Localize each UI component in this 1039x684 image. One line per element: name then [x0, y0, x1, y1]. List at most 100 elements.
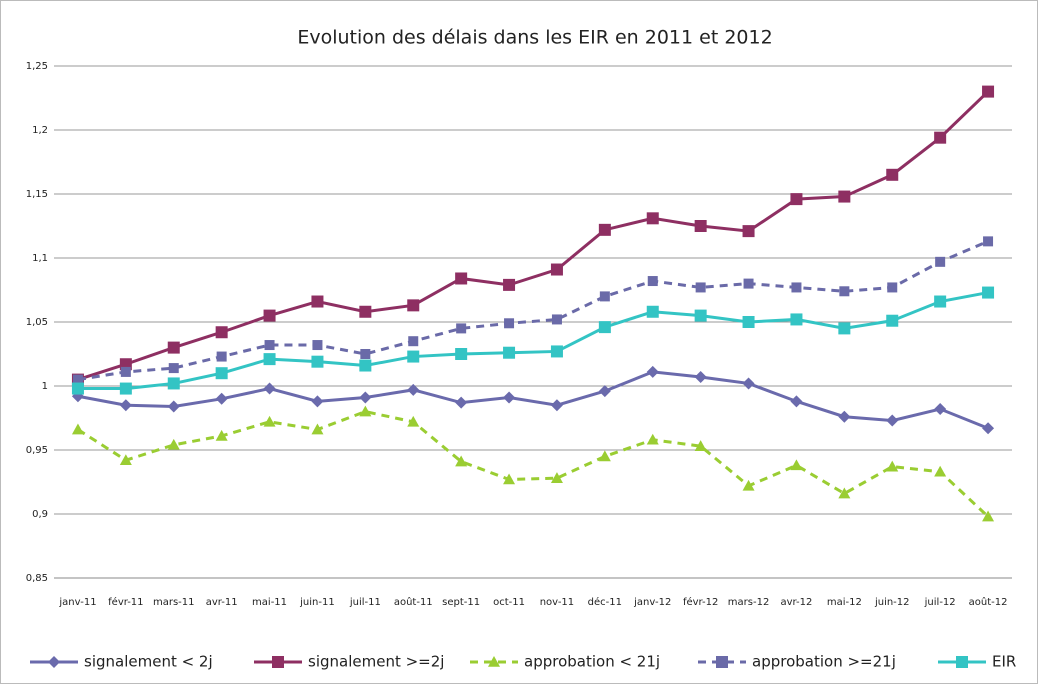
x-tick-label: août-11: [394, 596, 433, 608]
marker: [503, 346, 516, 359]
marker: [167, 377, 180, 390]
series-line: [77, 410, 990, 518]
marker: [790, 313, 803, 326]
marker: [119, 399, 132, 412]
marker: [407, 415, 420, 427]
marker: [359, 359, 372, 372]
x-tick-label: juin-12: [874, 597, 910, 608]
marker: [550, 399, 563, 412]
marker: [599, 291, 610, 302]
x-tick-label: sept-11: [442, 597, 480, 608]
marker: [503, 278, 516, 291]
x-tick-label: juil-12: [924, 597, 956, 608]
marker: [646, 305, 659, 318]
marker: [408, 336, 419, 347]
marker: [455, 272, 468, 285]
series-line: [77, 239, 989, 382]
marker: [215, 326, 228, 339]
series-line: [77, 90, 990, 382]
marker: [934, 403, 947, 416]
x-tick-label: avr-11: [206, 597, 238, 608]
marker: [694, 440, 707, 451]
marker: [934, 131, 947, 144]
x-tick-label: avr-12: [781, 597, 813, 608]
marker: [886, 414, 899, 427]
marker: [646, 365, 659, 378]
marker: [407, 383, 420, 396]
marker: [71, 423, 84, 435]
marker: [455, 455, 468, 467]
marker: [887, 282, 898, 293]
marker: [982, 286, 995, 299]
x-tick-label: déc-11: [588, 596, 622, 608]
legend-label: approbation >=21j: [752, 653, 896, 671]
marker: [119, 454, 132, 466]
marker: [716, 656, 728, 668]
marker: [790, 193, 803, 206]
marker: [934, 295, 947, 308]
marker: [647, 276, 658, 287]
marker: [886, 168, 899, 181]
x-tick-label: févr-12: [683, 596, 718, 608]
y-tick-label: 1,05: [26, 317, 48, 328]
marker: [550, 263, 563, 276]
marker: [455, 396, 468, 409]
marker: [48, 656, 60, 668]
marker: [886, 460, 899, 472]
marker: [503, 391, 516, 404]
x-tick-label: janv-11: [58, 597, 96, 608]
marker: [263, 353, 276, 366]
marker: [838, 190, 851, 203]
x-tick-label: juin-11: [299, 597, 335, 608]
marker: [742, 316, 755, 328]
x-tick-label: oct-11: [493, 597, 525, 608]
marker: [167, 400, 180, 413]
marker: [120, 366, 131, 377]
marker: [263, 309, 276, 322]
marker: [646, 433, 659, 445]
marker: [956, 656, 968, 668]
y-tick-label: 0,95: [26, 445, 48, 456]
marker: [982, 85, 995, 98]
marker: [359, 305, 372, 318]
marker: [742, 479, 755, 491]
marker: [488, 656, 500, 667]
series-line: [77, 291, 989, 391]
marker: [694, 220, 707, 232]
marker: [263, 382, 276, 395]
x-tick-label: août-12: [969, 596, 1008, 608]
marker: [982, 510, 995, 522]
x-tick-label: nov-11: [540, 597, 574, 608]
marker: [311, 295, 324, 308]
x-tick-label: mars-12: [728, 597, 770, 608]
y-tick-label: 1,1: [32, 253, 48, 264]
marker: [215, 392, 228, 405]
legend-label: approbation < 21j: [524, 653, 660, 671]
y-tick-label: 0,9: [32, 509, 48, 520]
legend-label: EIR: [992, 653, 1016, 671]
marker: [215, 429, 228, 441]
marker: [598, 385, 611, 398]
x-tick-label: janv-12: [633, 597, 671, 608]
y-tick-label: 1: [42, 381, 48, 392]
marker: [311, 355, 324, 368]
marker: [838, 322, 851, 335]
y-tick-label: 0,85: [26, 573, 48, 584]
marker: [695, 282, 706, 293]
marker: [742, 225, 755, 238]
marker: [743, 278, 754, 289]
marker: [263, 415, 276, 427]
marker: [791, 282, 802, 293]
marker: [742, 377, 755, 390]
marker: [312, 340, 323, 351]
marker: [551, 314, 562, 325]
marker: [838, 487, 851, 499]
marker: [167, 438, 180, 450]
marker: [886, 314, 899, 327]
x-tick-label: mai-12: [827, 597, 862, 608]
marker: [360, 349, 371, 359]
marker: [168, 363, 179, 374]
